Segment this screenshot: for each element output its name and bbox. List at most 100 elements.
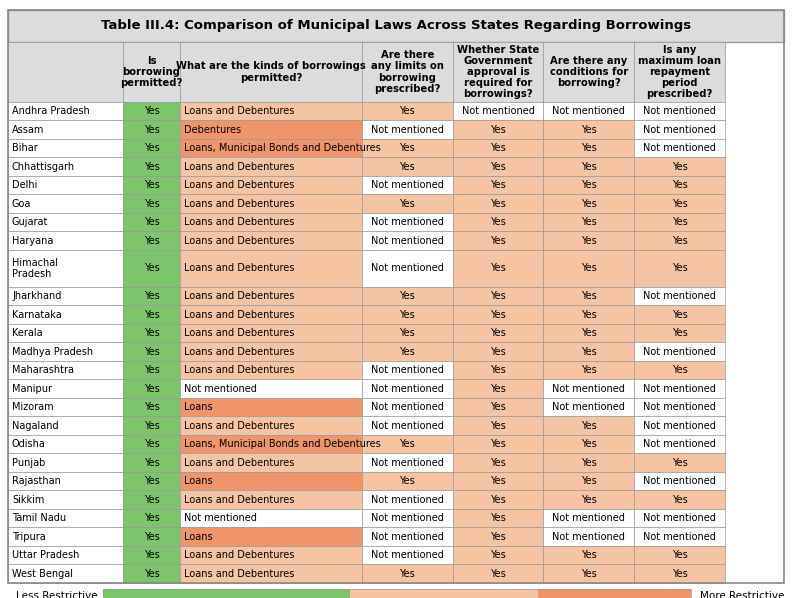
Text: Debentures: Debentures: [185, 125, 242, 135]
Bar: [543, 250, 634, 287]
Text: Not mentioned: Not mentioned: [643, 421, 716, 431]
Text: Loans and Debentures: Loans and Debentures: [185, 457, 295, 468]
Bar: [123, 398, 181, 416]
Text: Loans and Debentures: Loans and Debentures: [185, 310, 295, 320]
Bar: [362, 42, 453, 102]
Text: Yes: Yes: [490, 236, 506, 246]
Text: Yes: Yes: [143, 513, 159, 523]
Bar: [634, 380, 725, 398]
Bar: [634, 176, 725, 194]
Text: Gujarat: Gujarat: [12, 217, 48, 227]
Bar: [181, 565, 362, 583]
Bar: [362, 509, 453, 527]
Text: Loans and Debentures: Loans and Debentures: [185, 291, 295, 301]
Bar: [123, 324, 181, 343]
Bar: [453, 102, 543, 121]
Text: Not mentioned: Not mentioned: [552, 532, 625, 542]
Text: Odisha: Odisha: [12, 440, 46, 449]
Text: Yes: Yes: [581, 310, 596, 320]
Text: Yes: Yes: [581, 440, 596, 449]
Text: Yes: Yes: [672, 217, 687, 227]
Bar: [634, 231, 725, 250]
Bar: [543, 565, 634, 583]
Text: Yes: Yes: [581, 199, 596, 209]
Text: Table III.4: Comparison of Municipal Laws Across States Regarding Borrowings: Table III.4: Comparison of Municipal Law…: [101, 20, 691, 32]
Text: Yes: Yes: [490, 365, 506, 376]
Bar: [123, 565, 181, 583]
Bar: [8, 361, 123, 380]
Bar: [362, 250, 453, 287]
Bar: [8, 472, 123, 490]
Bar: [453, 42, 543, 102]
Bar: [543, 157, 634, 176]
Bar: [8, 10, 784, 42]
Bar: [453, 157, 543, 176]
Text: Yes: Yes: [672, 328, 687, 338]
Text: Yes: Yes: [672, 310, 687, 320]
Text: Yes: Yes: [672, 495, 687, 505]
Text: Not mentioned: Not mentioned: [371, 457, 444, 468]
Text: Yes: Yes: [581, 144, 596, 153]
Text: Not mentioned: Not mentioned: [371, 384, 444, 393]
Text: Yes: Yes: [143, 476, 159, 486]
Text: Yes: Yes: [490, 310, 506, 320]
Text: Loans and Debentures: Loans and Debentures: [185, 180, 295, 190]
Text: Yes: Yes: [143, 125, 159, 135]
Bar: [123, 306, 181, 324]
Bar: [181, 194, 362, 213]
Bar: [634, 472, 725, 490]
Text: Not mentioned: Not mentioned: [643, 125, 716, 135]
Bar: [8, 380, 123, 398]
Bar: [543, 231, 634, 250]
Text: Yes: Yes: [490, 328, 506, 338]
Text: Not mentioned: Not mentioned: [371, 495, 444, 505]
Text: Yes: Yes: [672, 161, 687, 172]
Bar: [181, 509, 362, 527]
Text: Yes: Yes: [490, 457, 506, 468]
Bar: [362, 453, 453, 472]
Bar: [543, 509, 634, 527]
Bar: [634, 121, 725, 139]
Text: Loans and Debentures: Loans and Debentures: [185, 161, 295, 172]
Text: Yes: Yes: [143, 440, 159, 449]
Text: Yes: Yes: [581, 550, 596, 560]
Text: Yes: Yes: [490, 532, 506, 542]
Text: Yes: Yes: [490, 264, 506, 273]
Bar: [8, 231, 123, 250]
Bar: [123, 380, 181, 398]
Text: Loans and Debentures: Loans and Debentures: [185, 550, 295, 560]
Text: Loans and Debentures: Loans and Debentures: [185, 365, 295, 376]
Bar: [362, 306, 453, 324]
Text: Not mentioned: Not mentioned: [371, 125, 444, 135]
Bar: [634, 139, 725, 157]
Text: Yes: Yes: [672, 199, 687, 209]
Text: Yes: Yes: [490, 440, 506, 449]
Bar: [181, 250, 362, 287]
Text: Yes: Yes: [672, 365, 687, 376]
Bar: [634, 157, 725, 176]
Text: Yes: Yes: [490, 495, 506, 505]
Bar: [181, 435, 362, 453]
Text: Yes: Yes: [143, 264, 159, 273]
Text: Yes: Yes: [143, 180, 159, 190]
Text: Loans and Debentures: Loans and Debentures: [185, 347, 295, 357]
Text: Not mentioned: Not mentioned: [552, 384, 625, 393]
Bar: [453, 361, 543, 380]
Bar: [362, 102, 453, 121]
Bar: [362, 231, 453, 250]
Bar: [453, 416, 543, 435]
Text: Yes: Yes: [490, 180, 506, 190]
Text: Yes: Yes: [581, 457, 596, 468]
Text: Yes: Yes: [490, 421, 506, 431]
Bar: [543, 343, 634, 361]
Bar: [8, 453, 123, 472]
Bar: [543, 380, 634, 398]
Text: Yes: Yes: [672, 236, 687, 246]
Bar: [453, 546, 543, 565]
Bar: [8, 343, 123, 361]
Text: Yes: Yes: [581, 365, 596, 376]
Text: Yes: Yes: [399, 476, 415, 486]
Text: Maharashtra: Maharashtra: [12, 365, 74, 376]
Text: Yes: Yes: [399, 291, 415, 301]
Text: Not mentioned: Not mentioned: [371, 550, 444, 560]
